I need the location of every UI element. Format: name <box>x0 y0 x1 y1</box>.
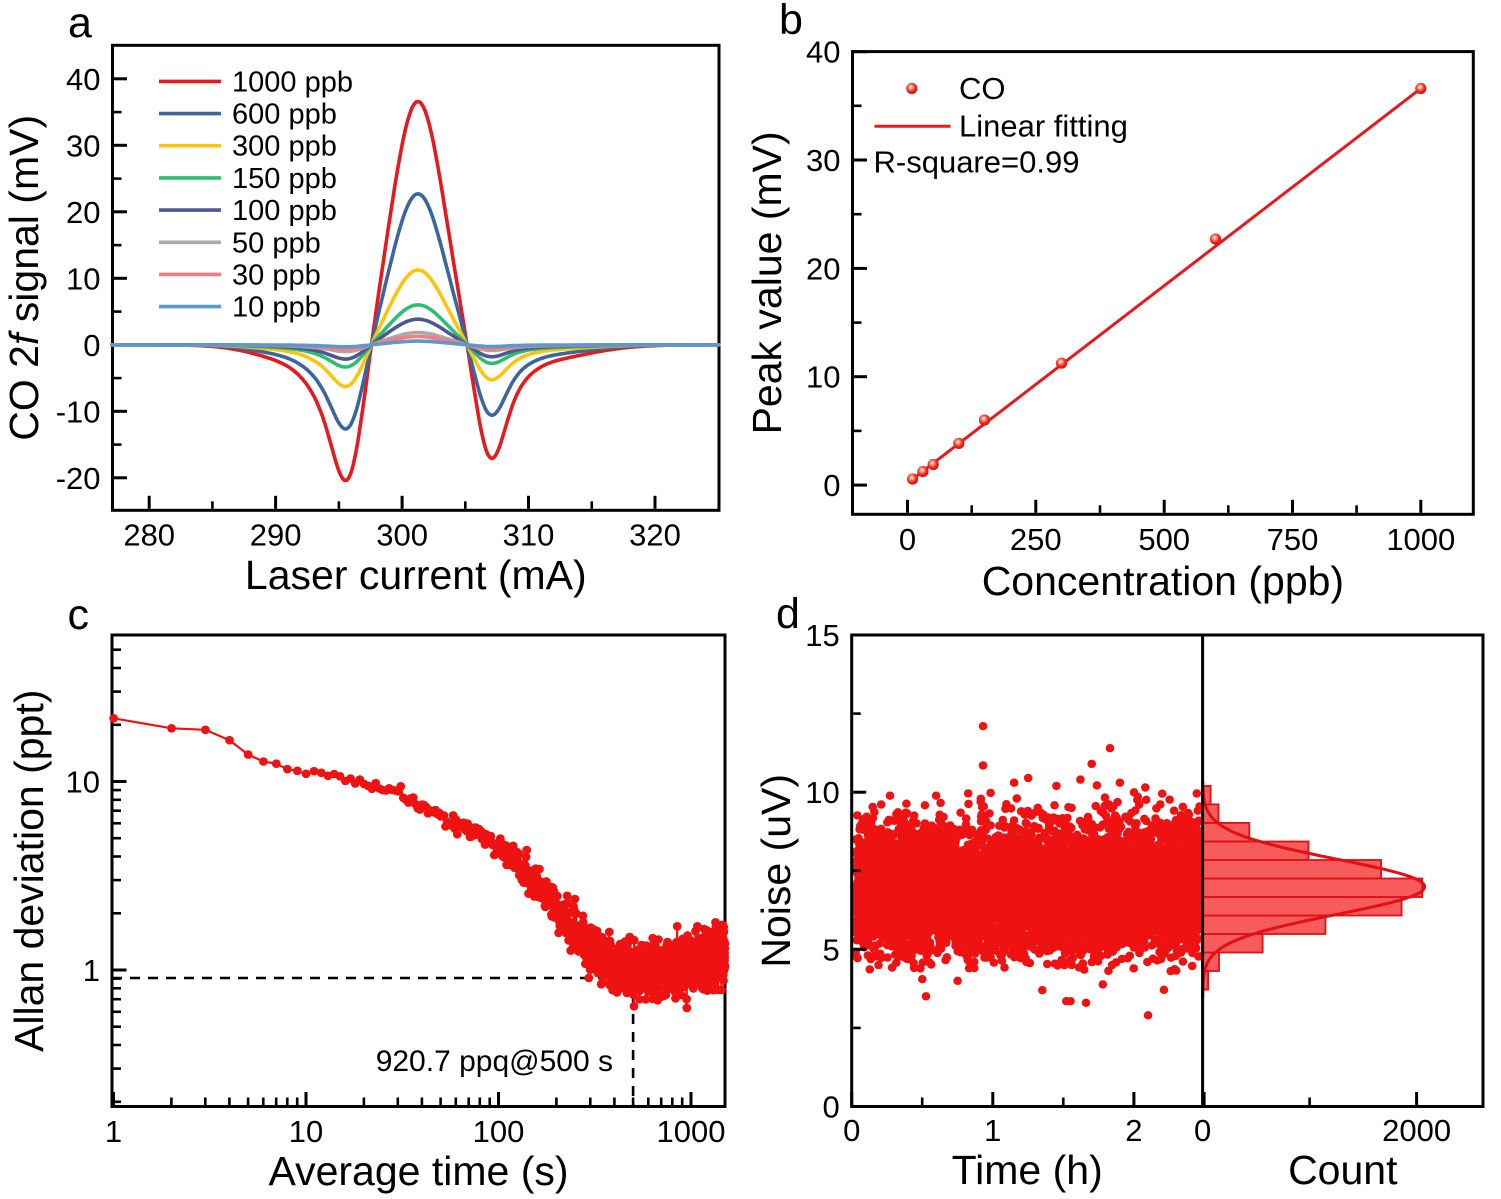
svg-text:15: 15 <box>805 618 839 653</box>
svg-text:5: 5 <box>822 932 839 967</box>
svg-text:250: 250 <box>1010 522 1062 557</box>
svg-text:750: 750 <box>1267 522 1319 557</box>
svg-text:290: 290 <box>250 518 302 553</box>
svg-text:30 ppb: 30 ppb <box>232 259 321 291</box>
svg-text:920.7 ppq@500 s: 920.7 ppq@500 s <box>376 1045 613 1078</box>
svg-text:10 ppb: 10 ppb <box>232 292 321 324</box>
svg-text:-10: -10 <box>56 394 101 429</box>
svg-text:320: 320 <box>629 518 681 553</box>
svg-text:30: 30 <box>66 128 100 163</box>
svg-text:10: 10 <box>66 261 100 296</box>
svg-text:600 ppb: 600 ppb <box>232 99 337 131</box>
svg-text:1: 1 <box>83 953 100 988</box>
svg-text:Noise (uV): Noise (uV) <box>753 774 799 968</box>
svg-text:Average time (s): Average time (s) <box>268 1148 568 1194</box>
svg-text:1000 ppb: 1000 ppb <box>232 66 353 98</box>
svg-text:2000: 2000 <box>1382 1113 1451 1148</box>
svg-text:Laser current (mA): Laser current (mA) <box>245 552 587 598</box>
svg-text:1: 1 <box>105 1114 122 1149</box>
svg-text:50 ppb: 50 ppb <box>232 227 321 259</box>
svg-text:0: 0 <box>1194 1113 1211 1148</box>
svg-text:100 ppb: 100 ppb <box>232 195 337 227</box>
svg-text:0: 0 <box>899 522 916 557</box>
svg-text:40: 40 <box>66 62 100 97</box>
svg-text:100: 100 <box>473 1114 525 1149</box>
svg-text:0: 0 <box>843 1113 860 1148</box>
svg-text:300: 300 <box>376 518 428 553</box>
svg-text:10: 10 <box>289 1114 323 1149</box>
svg-text:280: 280 <box>123 518 175 553</box>
svg-text:R-square=0.99: R-square=0.99 <box>874 145 1080 180</box>
svg-text:c: c <box>68 591 90 639</box>
svg-text:20: 20 <box>66 195 100 230</box>
svg-text:-20: -20 <box>56 461 101 496</box>
svg-text:Concentration (ppb): Concentration (ppb) <box>982 558 1344 604</box>
svg-text:2: 2 <box>1125 1113 1142 1148</box>
svg-text:10: 10 <box>805 775 839 810</box>
svg-text:0: 0 <box>823 468 840 503</box>
svg-text:Allan deviation (ppt): Allan deviation (ppt) <box>6 690 52 1052</box>
svg-text:Time (h): Time (h) <box>952 1147 1103 1193</box>
svg-text:a: a <box>68 0 92 47</box>
svg-text:CO 2f signal (mV): CO 2f signal (mV) <box>1 115 47 441</box>
svg-text:1000: 1000 <box>657 1114 726 1149</box>
svg-text:Linear fitting: Linear fitting <box>959 109 1128 144</box>
svg-text:Peak value (mV): Peak value (mV) <box>744 131 790 434</box>
svg-text:310: 310 <box>503 518 555 553</box>
svg-text:0: 0 <box>83 328 100 363</box>
svg-text:300 ppb: 300 ppb <box>232 131 337 163</box>
svg-text:1: 1 <box>984 1113 1001 1148</box>
svg-text:150 ppb: 150 ppb <box>232 163 337 195</box>
svg-text:500: 500 <box>1138 522 1190 557</box>
svg-text:Count: Count <box>1288 1147 1398 1193</box>
svg-text:0: 0 <box>822 1090 839 1125</box>
svg-text:30: 30 <box>806 143 840 178</box>
svg-text:10: 10 <box>66 765 100 800</box>
svg-text:40: 40 <box>806 35 840 70</box>
svg-text:10: 10 <box>806 360 840 395</box>
svg-text:1000: 1000 <box>1386 522 1455 557</box>
svg-text:d: d <box>776 590 800 638</box>
svg-text:b: b <box>779 0 803 44</box>
svg-text:20: 20 <box>806 251 840 286</box>
svg-text:CO: CO <box>959 71 1006 106</box>
